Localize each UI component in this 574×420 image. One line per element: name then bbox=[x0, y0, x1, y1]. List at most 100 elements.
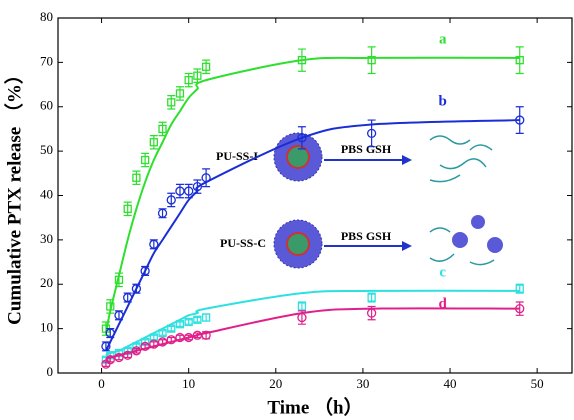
error-bar bbox=[149, 334, 158, 341]
marker bbox=[515, 284, 524, 293]
scheme: PU-SS-I PBS GSH PU-SS-C PBS GSH bbox=[216, 132, 503, 269]
x-tick-label: 40 bbox=[444, 376, 457, 391]
y-tick-label: 70 bbox=[40, 53, 53, 68]
error-bar bbox=[193, 68, 202, 83]
marker bbox=[131, 346, 142, 356]
error-bar bbox=[515, 106, 524, 134]
arrow-head bbox=[402, 241, 412, 251]
marker bbox=[123, 204, 132, 213]
marker bbox=[105, 328, 115, 338]
marker bbox=[297, 302, 307, 311]
error-bar bbox=[158, 121, 167, 137]
y-tick-label: 50 bbox=[40, 142, 53, 157]
marker bbox=[140, 341, 150, 352]
x-tick-label: 20 bbox=[269, 376, 282, 391]
error-bar bbox=[297, 48, 306, 72]
polymer-chains bbox=[429, 227, 495, 266]
error-bar bbox=[149, 341, 158, 347]
marker bbox=[515, 56, 524, 65]
error-bar bbox=[184, 334, 193, 341]
error-bar bbox=[123, 352, 132, 359]
x-tick-label: 10 bbox=[182, 376, 195, 391]
series-label: b bbox=[439, 94, 447, 110]
marker bbox=[297, 56, 307, 65]
marker bbox=[106, 302, 115, 311]
error-bar bbox=[132, 347, 141, 354]
y-tick-label: 40 bbox=[40, 186, 53, 201]
error-bar bbox=[114, 272, 123, 288]
error-bar bbox=[175, 183, 184, 199]
error-bar bbox=[141, 152, 150, 168]
marker bbox=[114, 275, 124, 284]
error-bar bbox=[367, 119, 376, 148]
fragment bbox=[452, 232, 468, 248]
fragment bbox=[487, 237, 503, 253]
y-tick-label: 30 bbox=[40, 231, 53, 246]
error-bar bbox=[158, 330, 167, 336]
marker bbox=[192, 330, 203, 340]
marker bbox=[149, 138, 158, 147]
y-tick-label: 0 bbox=[47, 364, 54, 379]
error-bar bbox=[158, 339, 167, 345]
fragment bbox=[471, 215, 485, 229]
y-tick-label: 80 bbox=[40, 9, 53, 24]
marker bbox=[149, 333, 158, 342]
plot-frame bbox=[57, 17, 573, 374]
series-label: a bbox=[439, 31, 447, 47]
error-bar bbox=[167, 325, 176, 332]
error-bar bbox=[184, 72, 193, 88]
micelle-core bbox=[286, 232, 310, 256]
error-bar bbox=[175, 321, 184, 328]
x-axis-label: Time （h） bbox=[267, 395, 362, 418]
marker bbox=[192, 181, 203, 192]
error-bar bbox=[167, 95, 176, 110]
x-tick-label: 30 bbox=[356, 376, 369, 391]
marker bbox=[367, 293, 376, 302]
error-bar bbox=[167, 336, 176, 343]
marker bbox=[297, 133, 307, 143]
marker bbox=[167, 324, 176, 333]
error-bar bbox=[149, 134, 158, 150]
error-bar bbox=[297, 126, 306, 150]
micelle-core bbox=[286, 145, 310, 169]
series-label: d bbox=[439, 296, 448, 312]
marker bbox=[193, 315, 202, 324]
error-bar bbox=[123, 201, 132, 217]
error-bar bbox=[184, 319, 193, 325]
fit-line bbox=[105, 307, 520, 361]
marker bbox=[149, 339, 159, 349]
error-bar bbox=[202, 313, 211, 322]
error-bar bbox=[515, 46, 524, 75]
annotation: PBS GSH bbox=[341, 142, 392, 156]
annotation: PBS GSH bbox=[341, 229, 392, 243]
error-bar bbox=[202, 168, 211, 188]
y-tick-label: 10 bbox=[40, 320, 53, 335]
x-tick-label: 50 bbox=[531, 376, 544, 391]
marker bbox=[201, 173, 211, 183]
error-bar bbox=[202, 59, 211, 75]
marker bbox=[166, 335, 176, 345]
marker bbox=[140, 266, 150, 276]
y-tick-label: 20 bbox=[40, 275, 53, 290]
marker bbox=[158, 124, 167, 134]
marker bbox=[131, 284, 142, 294]
marker bbox=[515, 304, 525, 314]
x-tick-label: 0 bbox=[98, 376, 105, 391]
marker bbox=[297, 312, 307, 323]
marker bbox=[201, 330, 211, 340]
marker bbox=[157, 208, 168, 218]
marker bbox=[193, 71, 202, 80]
error-bar bbox=[175, 334, 184, 341]
error-bar bbox=[367, 46, 376, 75]
marker bbox=[114, 352, 124, 363]
marker bbox=[175, 332, 185, 343]
error-bar bbox=[193, 179, 202, 194]
marker bbox=[175, 89, 185, 98]
marker bbox=[515, 115, 525, 125]
series-label: c bbox=[439, 264, 446, 280]
marker bbox=[157, 337, 168, 347]
error-bar bbox=[114, 354, 123, 361]
error-bar bbox=[175, 86, 184, 101]
marker bbox=[184, 317, 193, 327]
